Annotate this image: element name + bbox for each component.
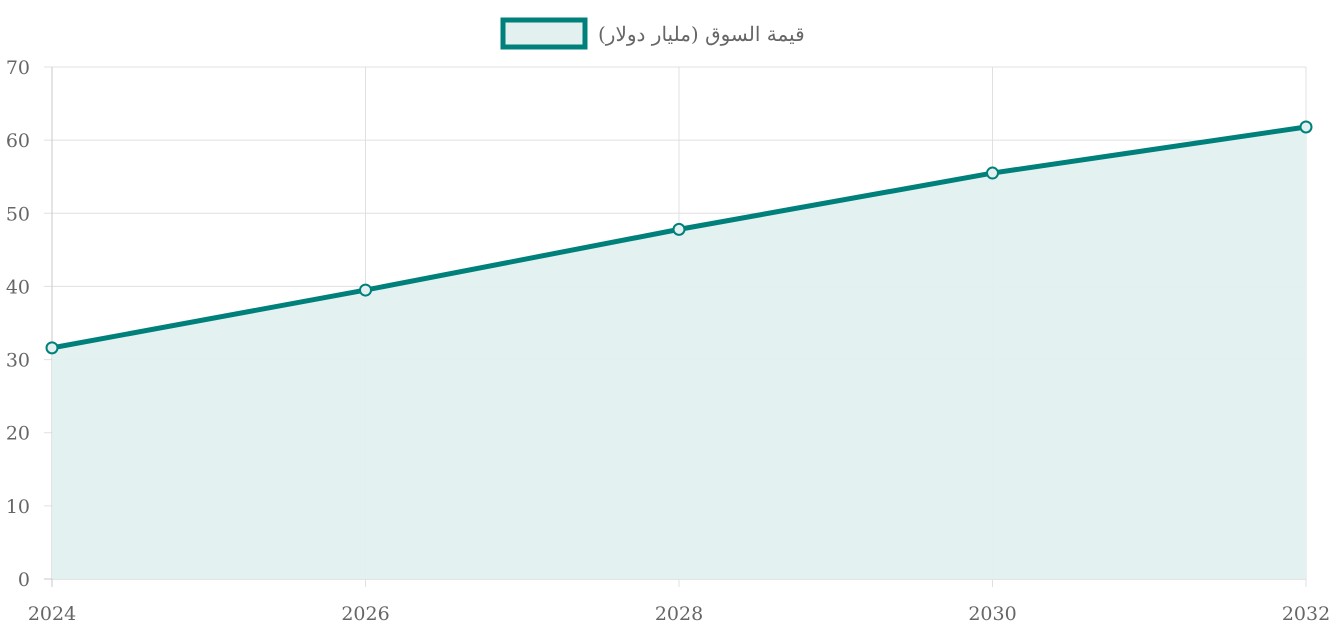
area-fill-layer	[52, 126, 1306, 579]
x-axis-ticks: 2024 2026 2028 2030 2032	[28, 603, 1330, 625]
x-tick-label: 2032	[1282, 603, 1330, 625]
data-point[interactable]	[672, 222, 686, 236]
data-point[interactable]	[359, 283, 372, 297]
x-tick-label: 2026	[341, 603, 389, 625]
legend-swatch[interactable]	[500, 17, 588, 50]
data-points-layer	[45, 120, 1313, 355]
y-tick-label: 0	[18, 569, 30, 591]
x-tick-label: 2024	[28, 603, 76, 625]
y-tick-label: 60	[6, 130, 30, 152]
legend[interactable]: قيمة السوق (مليار دولار)	[500, 17, 805, 50]
y-tick-label: 50	[6, 203, 30, 225]
y-axis-ticks: 0 10 20 30 40 50 60 70	[6, 57, 30, 591]
y-tick-label: 30	[6, 350, 30, 372]
data-point[interactable]	[986, 166, 999, 180]
y-tick-label: 20	[6, 423, 30, 445]
y-tick-label: 40	[6, 276, 30, 298]
x-tick-label: 2030	[968, 603, 1016, 625]
data-point[interactable]	[45, 341, 59, 355]
data-point[interactable]	[1299, 120, 1313, 134]
x-tick-label: 2028	[655, 603, 703, 625]
series-area	[52, 126, 1306, 579]
y-tick-label: 10	[6, 496, 30, 518]
legend-label[interactable]: قيمة السوق (مليار دولار)	[598, 22, 805, 46]
y-tick-label: 70	[6, 57, 30, 79]
